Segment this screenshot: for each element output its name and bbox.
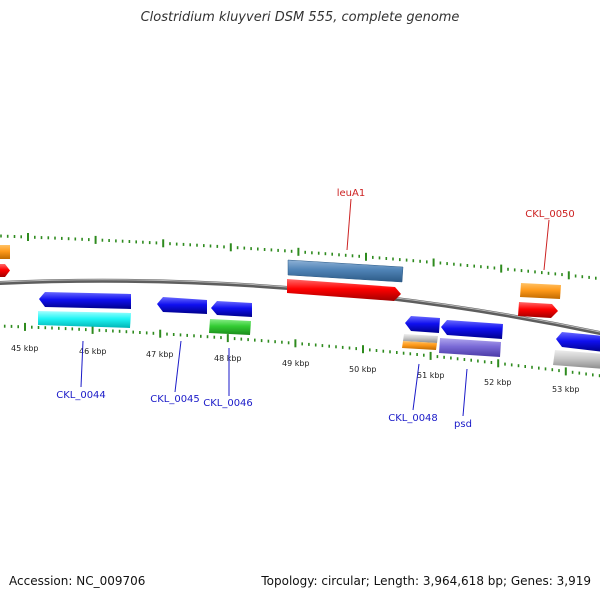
gene-label-ckl0044[interactable]: CKL_0044 (56, 390, 106, 401)
gene-arrow-ckl0048[interactable] (405, 316, 440, 333)
scale-label-51kbp: 51 kbp (417, 371, 445, 380)
gene-box-ckl0048-orange[interactable] (402, 341, 437, 350)
lower-tick-marks (3, 322, 600, 378)
leader-line-ckl0048 (412, 363, 420, 411)
gene-arrow-ckl0045[interactable] (157, 297, 207, 314)
scale-labels: 45 kbp 46 kbp 47 kbp 48 kbp 49 kbp 50 kb… (11, 344, 580, 394)
scale-label-53kbp: 53 kbp (552, 385, 580, 394)
upper-tick-marks (0, 233, 597, 280)
gene-arrow-ckl0050[interactable] (518, 302, 558, 318)
gene-box-gray-edge[interactable] (553, 350, 600, 369)
gene-arrow-ckl0046[interactable] (211, 301, 252, 317)
genome-summary: Topology: circular; Length: 3,964,618 bp… (261, 574, 591, 588)
leader-line-ckl0050 (543, 219, 550, 271)
scale-label-49kbp: 49 kbp (282, 359, 310, 368)
gene-label-ckl0046[interactable]: CKL_0046 (203, 398, 253, 409)
gene-box-ckl0044[interactable] (38, 311, 131, 328)
gene-box-leua1[interactable] (287, 259, 404, 283)
gene-arrow-blue-edge[interactable] (556, 332, 600, 352)
gene-arrow-leua1[interactable] (287, 279, 401, 301)
leader-lines (80, 198, 550, 417)
gene-labels: leuA1 CKL_0050 CKL_0044 CKL_0045 CKL_004… (56, 188, 575, 430)
scale-label-45kbp: 45 kbp (11, 344, 39, 353)
scale-label-47kbp: 47 kbp (146, 350, 174, 359)
reverse-strand-features (38, 292, 600, 369)
scale-label-52kbp: 52 kbp (484, 378, 512, 387)
gene-arrow-red-edge[interactable] (0, 264, 10, 277)
gene-box-ckl0050[interactable] (520, 283, 561, 299)
leader-line-psd (462, 368, 468, 417)
gene-label-ckl0050[interactable]: CKL_0050 (525, 209, 575, 220)
gene-arrow-psd[interactable] (441, 320, 503, 339)
leader-line-ckl0044 (80, 340, 84, 388)
scale-label-48kbp: 48 kbp (214, 354, 242, 363)
map-title: Clostridium kluyveri DSM 555, complete g… (140, 10, 460, 25)
gene-arrow-ckl0044[interactable] (39, 292, 131, 309)
gene-label-psd[interactable]: psd (454, 419, 472, 430)
gene-box-psd[interactable] (439, 338, 501, 357)
gene-arrow-orange-edge[interactable] (0, 245, 10, 259)
gene-box-ckl0048-gray[interactable] (403, 334, 438, 343)
gene-label-ckl0048[interactable]: CKL_0048 (388, 413, 438, 424)
forward-strand-features (0, 245, 561, 318)
leader-line-ckl0045 (174, 340, 182, 393)
accession-label: Accession: NC_009706 (9, 574, 146, 588)
scale-label-50kbp: 50 kbp (349, 365, 377, 374)
leader-line-leua1 (346, 198, 352, 251)
gene-label-ckl0045[interactable]: CKL_0045 (150, 394, 200, 405)
gene-label-leua1[interactable]: leuA1 (337, 188, 365, 199)
scale-label-46kbp: 46 kbp (79, 347, 107, 356)
gene-box-ckl0046[interactable] (209, 319, 251, 335)
